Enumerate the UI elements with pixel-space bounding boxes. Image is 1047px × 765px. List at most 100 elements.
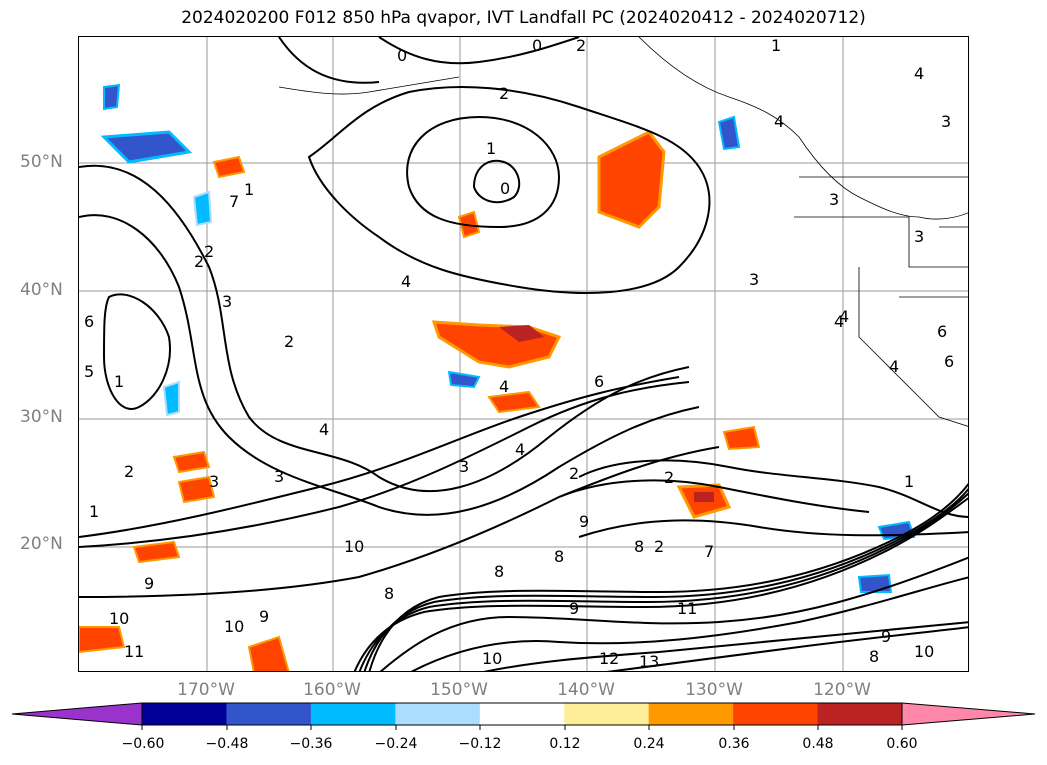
contour-label: 3 xyxy=(829,190,839,209)
colorbar-tick: 0.24 xyxy=(633,736,665,752)
lon-label-170w: 170°W xyxy=(177,680,235,700)
colorbar-tick: −0.60 xyxy=(121,736,165,752)
lon-label-150w: 150°W xyxy=(430,680,488,700)
contour-label: 4 xyxy=(515,440,525,459)
colorbar xyxy=(11,702,1036,730)
colorbar-tick: 0.48 xyxy=(802,736,834,752)
contour-label: 9 xyxy=(144,574,154,593)
contour-label: 3 xyxy=(749,270,759,289)
contour-label: 3 xyxy=(459,457,469,476)
colorbar-segment xyxy=(395,703,481,725)
colorbar-tick: −0.36 xyxy=(289,736,333,752)
contour-label: 1 xyxy=(114,372,124,391)
contour-label: 6 xyxy=(937,322,947,341)
colorbar-segment xyxy=(226,703,312,725)
contour-label: 8 xyxy=(869,647,879,666)
contour-label: 0 xyxy=(500,179,510,198)
colorbar-segment xyxy=(564,703,650,725)
contour-label: 4 xyxy=(499,377,509,396)
contour-label: 2 xyxy=(576,37,586,55)
contour-label: 4 xyxy=(834,312,844,331)
lon-label-130w: 130°W xyxy=(685,680,743,700)
colorbar-segments xyxy=(12,703,1035,725)
contour-label: 1 xyxy=(89,502,99,521)
colorbar-segment xyxy=(733,703,819,725)
colorbar-segment xyxy=(648,703,734,725)
contour-label: 10 xyxy=(482,649,502,668)
contour-label: 3 xyxy=(274,467,284,486)
lat-label-40n: 40°N xyxy=(20,280,63,300)
contour-label: 6 xyxy=(944,352,954,371)
contour-label: 8 xyxy=(494,562,504,581)
contour-label: 4 xyxy=(914,64,924,83)
lon-label-120w: 120°W xyxy=(813,680,871,700)
contour-layer xyxy=(79,37,968,671)
contour-label: 1 xyxy=(771,37,781,55)
contour-label: 5 xyxy=(84,362,94,381)
colorbar-tick: −0.12 xyxy=(458,736,502,752)
colorbar-tick: 0.12 xyxy=(549,736,581,752)
contour-label: 10 xyxy=(344,537,364,556)
contour-label: 2 xyxy=(194,252,204,271)
contour-label: 9 xyxy=(881,627,891,646)
colorbar-segment xyxy=(817,703,903,725)
contour-label: 3 xyxy=(209,472,219,491)
contour-label: 11 xyxy=(677,599,697,618)
contour-label: 8 xyxy=(634,537,644,556)
lat-label-20n: 20°N xyxy=(20,534,63,554)
contour-label: 12 xyxy=(599,649,619,668)
contour-label: 8 xyxy=(384,584,394,603)
contour-label: 9 xyxy=(579,512,589,531)
colorbar-tick: −0.48 xyxy=(205,736,249,752)
contour-label: 9 xyxy=(569,599,579,618)
lat-label-50n: 50°N xyxy=(20,152,63,172)
contour-label: 9 xyxy=(259,607,269,626)
contour-label: 7 xyxy=(704,542,714,561)
contour-label: 10 xyxy=(109,609,129,628)
map-canvas: 0 0 1 1 2 2 2 1 0 4 4 4 3 3 3 3 2 6 5 1 … xyxy=(79,37,968,671)
contour-label: 2 xyxy=(124,462,134,481)
contour-label: 8 xyxy=(554,547,564,566)
contour-label: 2 xyxy=(664,468,674,487)
contour-label: 4 xyxy=(401,272,411,291)
colorbar-extend-high xyxy=(902,703,1035,725)
contour-label: 1 xyxy=(486,139,496,158)
contour-label: 10 xyxy=(914,642,934,661)
contour-label: 10 xyxy=(224,617,244,636)
map-panel: 0 0 1 1 2 2 2 1 0 4 4 4 3 3 3 3 2 6 5 1 … xyxy=(78,36,969,672)
contour-label: 2 xyxy=(569,464,579,483)
contour-label: 3 xyxy=(941,112,951,131)
contour-label: 1 xyxy=(904,472,914,491)
map-title: 2024020200 F012 850 hPa qvapor, IVT Land… xyxy=(181,8,866,28)
contour-label: 11 xyxy=(124,642,144,661)
colorbar-segment xyxy=(142,703,227,725)
contour-labels: 0 0 1 1 2 2 2 1 0 4 4 4 3 3 3 3 2 6 5 1 … xyxy=(84,37,954,671)
contour-label: 3 xyxy=(222,292,232,311)
colorbar-extend-low xyxy=(12,703,142,725)
contour-label: 7 xyxy=(229,192,239,211)
colorbar-tick: −0.24 xyxy=(374,736,418,752)
contour-label: 4 xyxy=(319,420,329,439)
lat-label-30n: 30°N xyxy=(20,407,63,427)
contour-label: 0 xyxy=(397,46,407,65)
contour-label: 3 xyxy=(914,227,924,246)
contour-label: 2 xyxy=(204,242,214,261)
contour-label: 6 xyxy=(594,372,604,391)
colorbar-segment xyxy=(479,703,565,725)
coastline-layer xyxy=(278,37,968,427)
contour-label: 4 xyxy=(774,112,784,131)
contour-label: 1 xyxy=(244,180,254,199)
lon-label-160w: 160°W xyxy=(303,680,361,700)
colorbar-tick: 0.36 xyxy=(718,736,750,752)
colorbar-tick: 0.60 xyxy=(886,736,918,752)
contour-label: 2 xyxy=(654,537,664,556)
contour-label: 13 xyxy=(639,652,659,671)
contour-label: 4 xyxy=(889,357,899,376)
contour-label: 4 xyxy=(839,307,849,326)
contour-label: 0 xyxy=(532,37,542,55)
contour-label: 2 xyxy=(499,84,509,103)
contour-label: 6 xyxy=(84,312,94,331)
lon-label-140w: 140°W xyxy=(557,680,615,700)
contour-label: 2 xyxy=(284,332,294,351)
colorbar-segment xyxy=(310,703,396,725)
